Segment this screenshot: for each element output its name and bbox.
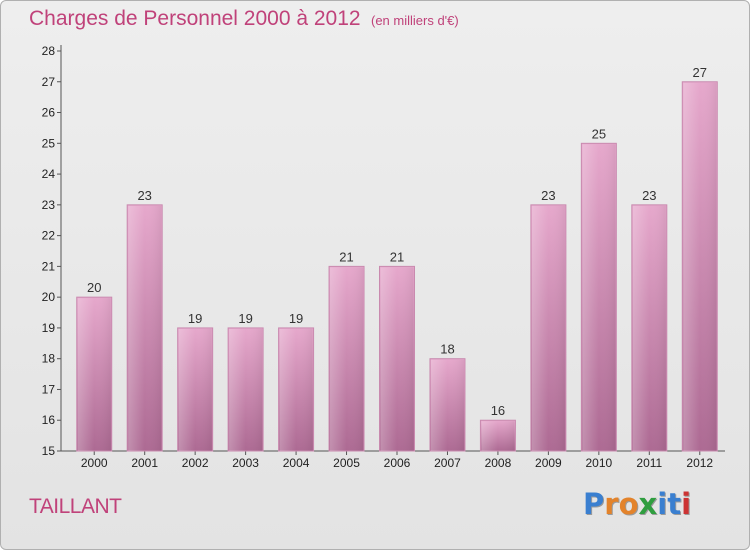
chart-subtitle: (en milliers d'€) [371, 13, 459, 28]
y-tick-label: 15 [42, 444, 56, 458]
bar-shading [531, 205, 565, 451]
x-tick-label: 2001 [131, 456, 158, 470]
x-tick-label: 2007 [434, 456, 461, 470]
x-tick-label: 2003 [232, 456, 259, 470]
value-labels: 20 23 19 19 19 21 21 18 16 23 25 23 27 [87, 65, 707, 418]
x-tick-label: 2012 [686, 456, 713, 470]
commune-name: TAILLANT [29, 495, 122, 518]
y-tick-label: 28 [42, 44, 56, 58]
data-label: 18 [440, 342, 454, 357]
bar-shading [330, 267, 364, 451]
logo-letter: x [638, 487, 658, 521]
y-tick-label: 16 [42, 413, 56, 427]
data-label: 21 [339, 249, 353, 264]
bar-shading [279, 328, 313, 451]
data-label: 25 [592, 126, 606, 141]
data-label: 20 [87, 280, 101, 295]
bar-shading [77, 298, 111, 451]
y-tick-label: 21 [42, 259, 56, 273]
x-tick-label: 2005 [333, 456, 360, 470]
bar-shading [128, 205, 162, 451]
logo-letter: P [583, 487, 605, 521]
y-tick-label: 17 [42, 382, 56, 396]
bar-shading [430, 359, 464, 451]
data-label: 23 [137, 188, 151, 203]
data-label: 21 [390, 249, 404, 264]
logo-letter: r [604, 487, 619, 521]
logo-letter: i [657, 487, 668, 521]
x-tick-label: 2000 [81, 456, 108, 470]
y-tick-label: 23 [42, 198, 56, 212]
y-tick-label: 25 [42, 136, 56, 150]
data-label: 23 [541, 188, 555, 203]
logo-letter: i [681, 487, 692, 521]
logo-letter: t [667, 487, 682, 521]
chart-title: Charges de Personnel 2000 à 2012 [29, 7, 361, 30]
x-tick-label: 2008 [485, 456, 512, 470]
data-label: 19 [238, 311, 252, 326]
y-tick-label: 20 [42, 290, 56, 304]
y-tick-label: 26 [42, 106, 56, 120]
x-tick-label: 2002 [182, 456, 209, 470]
data-label: 19 [289, 311, 303, 326]
x-tick-label: 2009 [535, 456, 562, 470]
y-tick-label: 19 [42, 321, 56, 335]
bar-shading [582, 144, 616, 452]
proxiti-logo: Proxiti [583, 487, 691, 521]
y-tick-label: 22 [42, 229, 56, 243]
x-tick-label: 2011 [636, 456, 662, 470]
bar-shading [178, 328, 212, 451]
bar-shading [683, 82, 717, 452]
bar-shading [229, 328, 263, 451]
y-tick-label: 18 [42, 352, 56, 366]
logo-letter: o [618, 487, 639, 521]
data-label: 19 [188, 311, 202, 326]
y-tick-label: 27 [42, 75, 56, 89]
data-label: 27 [693, 65, 707, 80]
data-label: 16 [491, 403, 505, 418]
bars [76, 81, 718, 452]
bar-shading [632, 205, 666, 451]
x-tick-label: 2004 [283, 456, 310, 470]
data-label: 23 [642, 188, 656, 203]
y-tick-label: 24 [42, 167, 56, 181]
x-tick-label: 2006 [384, 456, 411, 470]
x-tick-label: 2010 [585, 456, 612, 470]
bar-shading [481, 421, 515, 451]
bar-shading [380, 267, 414, 451]
